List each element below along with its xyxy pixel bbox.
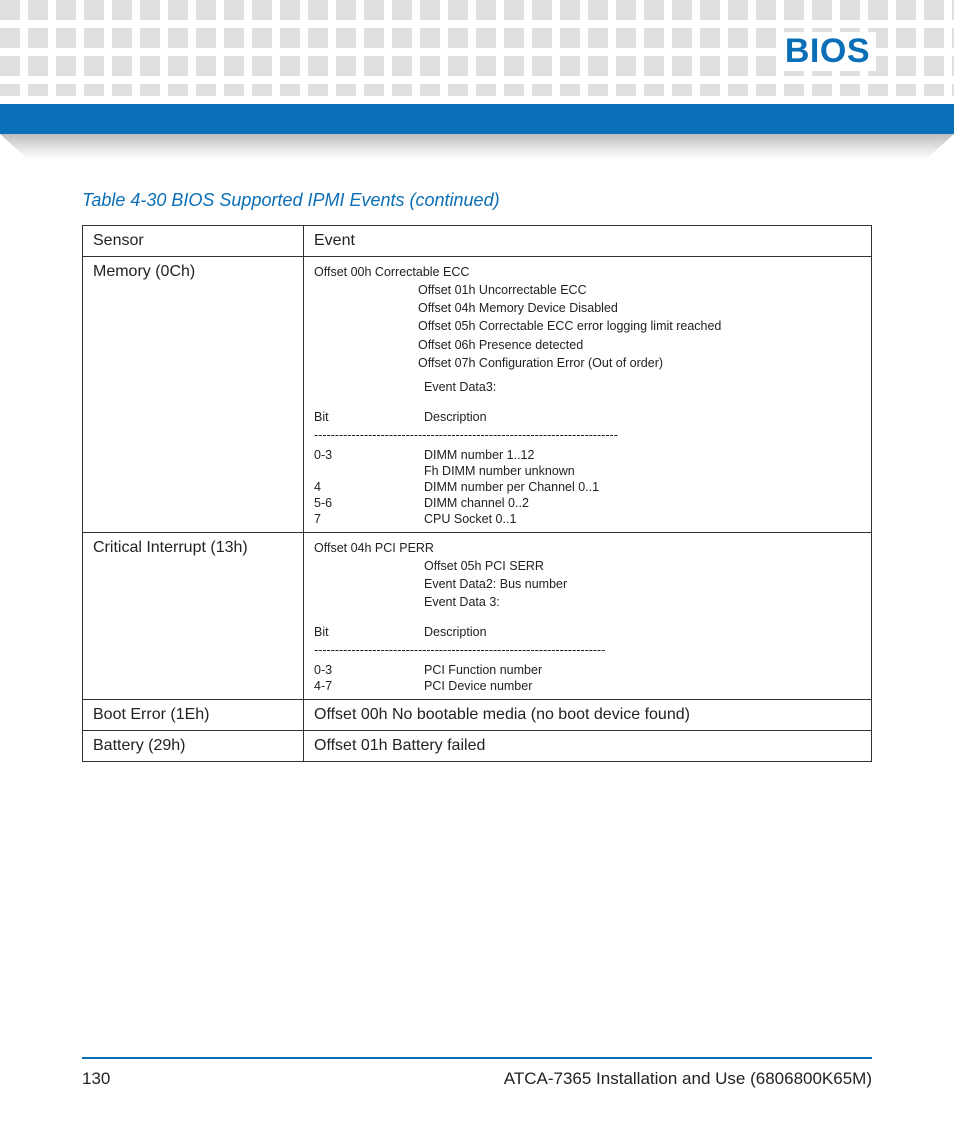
memory-offset: Offset 01h Uncorrectable ECC (418, 281, 861, 299)
memory-bit-table: Bit Description ------------------------… (314, 410, 861, 526)
bit-row: 5-6 DIMM channel 0..2 (314, 496, 861, 510)
col-header-sensor: Sensor (83, 226, 304, 257)
bit-col-desc: DIMM number 1..12 (424, 448, 861, 462)
bit-separator: ----------------------------------------… (314, 428, 861, 442)
bios-events-table: Sensor Event Memory (0Ch) Offset 00h Cor… (82, 225, 872, 762)
table-header-row: Sensor Event (83, 226, 872, 257)
memory-offset-list: Offset 01h Uncorrectable ECC Offset 04h … (418, 281, 861, 372)
bit-row: 4 DIMM number per Channel 0..1 (314, 480, 861, 494)
bit-header-desc: Description (424, 625, 861, 639)
col-header-event: Event (304, 226, 872, 257)
bit-row: 0-3 PCI Function number (314, 663, 861, 677)
bit-col-desc: CPU Socket 0..1 (424, 512, 861, 526)
bit-row: 0-3 DIMM number 1..12 (314, 448, 861, 462)
bit-col-desc: Fh DIMM number unknown (424, 464, 861, 478)
memory-offset: Offset 04h Memory Device Disabled (418, 299, 861, 317)
bit-col-bit: 4 (314, 480, 424, 494)
table-row: Memory (0Ch) Offset 00h Correctable ECC … (83, 257, 872, 533)
memory-offset: Offset 06h Presence detected (418, 336, 861, 354)
bit-col-bit: 0-3 (314, 663, 424, 677)
cell-event-critical-interrupt: Offset 04h PCI PERR Offset 05h PCI SERR … (304, 532, 872, 700)
ci-bit-table: Bit Description ------------------------… (314, 625, 861, 693)
ci-offset: Event Data 3: (424, 593, 861, 611)
bit-header-desc: Description (424, 410, 861, 424)
cell-sensor-memory: Memory (0Ch) (83, 257, 304, 533)
header-shadow (0, 134, 954, 160)
table-row: Critical Interrupt (13h) Offset 04h PCI … (83, 532, 872, 700)
page-footer: 130 ATCA-7365 Installation and Use (6806… (82, 1057, 872, 1089)
bit-row: 7 CPU Socket 0..1 (314, 512, 861, 526)
ci-offset-list: Offset 05h PCI SERR Event Data2: Bus num… (424, 557, 861, 611)
bit-row: Fh DIMM number unknown (314, 464, 861, 478)
bit-header-bit: Bit (314, 625, 424, 639)
bit-row: 4-7 PCI Device number (314, 679, 861, 693)
bit-separator: ----------------------------------------… (314, 643, 861, 657)
header-blue-bar (0, 104, 954, 134)
doc-title: ATCA-7365 Installation and Use (6806800K… (504, 1069, 872, 1089)
footer-rule (82, 1057, 872, 1059)
cell-sensor-critical-interrupt: Critical Interrupt (13h) (83, 532, 304, 700)
page-header-title: BIOS (779, 32, 876, 71)
table-caption: Table 4-30 BIOS Supported IPMI Events (c… (82, 190, 872, 211)
page-number: 130 (82, 1069, 110, 1089)
memory-offset: Offset 07h Configuration Error (Out of o… (418, 354, 861, 372)
ci-first-offset: Offset 04h PCI PERR (314, 539, 861, 557)
memory-offset: Offset 05h Correctable ECC error logging… (418, 317, 861, 335)
bit-col-desc: DIMM channel 0..2 (424, 496, 861, 510)
bit-col-desc: PCI Device number (424, 679, 861, 693)
bit-col-bit: 7 (314, 512, 424, 526)
memory-event-data-label: Event Data3: (424, 378, 861, 396)
bit-header-bit: Bit (314, 410, 424, 424)
bit-col-bit: 5-6 (314, 496, 424, 510)
table-row: Boot Error (1Eh) Offset 00h No bootable … (83, 700, 872, 731)
content-area: Table 4-30 BIOS Supported IPMI Events (c… (82, 190, 872, 762)
ci-offset: Offset 05h PCI SERR (424, 557, 861, 575)
memory-first-offset: Offset 00h Correctable ECC (314, 263, 861, 281)
bit-col-bit (314, 464, 424, 478)
ci-offset: Event Data2: Bus number (424, 575, 861, 593)
cell-event-memory: Offset 00h Correctable ECC Offset 01h Un… (304, 257, 872, 533)
cell-event-battery: Offset 01h Battery failed (304, 731, 872, 762)
cell-event-boot-error: Offset 00h No bootable media (no boot de… (304, 700, 872, 731)
cell-sensor-boot-error: Boot Error (1Eh) (83, 700, 304, 731)
cell-sensor-battery: Battery (29h) (83, 731, 304, 762)
bit-col-desc: PCI Function number (424, 663, 861, 677)
bit-col-bit: 0-3 (314, 448, 424, 462)
page: BIOS Table 4-30 BIOS Supported IPMI Even… (0, 0, 954, 1145)
table-row: Battery (29h) Offset 01h Battery failed (83, 731, 872, 762)
bit-col-bit: 4-7 (314, 679, 424, 693)
bit-col-desc: DIMM number per Channel 0..1 (424, 480, 861, 494)
